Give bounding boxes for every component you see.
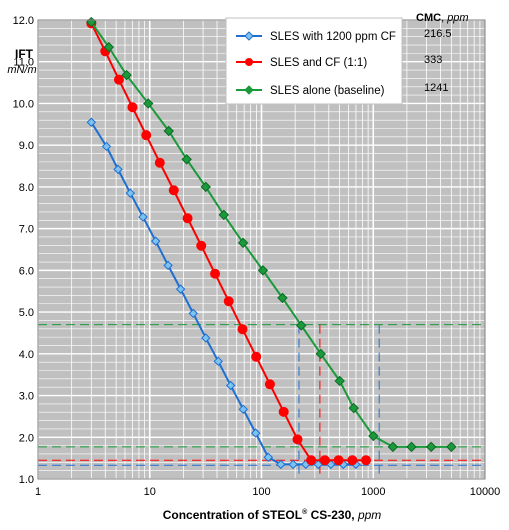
data-point xyxy=(348,402,359,414)
y-tick-label: 3.0 xyxy=(19,391,34,403)
cmc-value: 333 xyxy=(424,54,442,66)
data-point xyxy=(277,292,288,304)
y-axis-unit: mN/m xyxy=(7,64,36,76)
legend-item: SLES alone (baseline) xyxy=(236,85,385,97)
data-point xyxy=(319,455,330,466)
y-tick-labels: 1.0 2.0 3.0 4.0 5.0 6.0 7.0 8.0 9.0 10.0 11.0 12.0 xyxy=(13,15,34,486)
data-point xyxy=(288,459,298,470)
x-tick-label: 100 xyxy=(252,486,270,498)
data-point xyxy=(181,154,192,165)
data-point xyxy=(125,188,136,198)
cmc-value: 216.5 xyxy=(424,28,452,40)
cmc-header: CMC, ppm xyxy=(416,12,469,24)
y-tick-label: 9.0 xyxy=(19,140,34,152)
series-3 xyxy=(86,16,457,453)
data-point xyxy=(361,455,372,466)
legend-marker xyxy=(245,58,253,66)
data-point xyxy=(113,74,124,85)
y-tick-label: 10.0 xyxy=(13,98,34,110)
data-point xyxy=(406,441,417,453)
legend-marker xyxy=(244,85,254,95)
data-point xyxy=(196,240,207,251)
data-point xyxy=(263,452,273,463)
data-point xyxy=(210,268,221,279)
legend-item: SLES with 1200 ppm CF xyxy=(236,31,396,43)
x-tick-labels: 1 10 100 1000 10000 xyxy=(35,486,500,498)
legend-label: SLES alone (baseline) xyxy=(270,85,385,97)
data-point xyxy=(127,102,138,113)
legend-item: SLES and CF (1:1) xyxy=(236,57,367,69)
x-tick-label: 1000 xyxy=(361,486,385,498)
legend: SLES with 1200 ppm CF SLES and CF (1:1) SL… xyxy=(225,17,403,105)
y-tick-label: 5.0 xyxy=(19,307,34,319)
data-point xyxy=(150,236,161,246)
y-tick-label: 7.0 xyxy=(19,224,34,236)
data-point xyxy=(264,379,275,390)
y-tick-label: 6.0 xyxy=(19,265,34,277)
legend-label: SLES with 1200 ppm CF xyxy=(270,31,396,43)
data-point xyxy=(296,320,307,331)
data-point xyxy=(113,164,123,175)
data-point xyxy=(251,351,262,362)
y-tick-label: 4.0 xyxy=(19,349,34,361)
cmc-value: 1241 xyxy=(424,82,448,94)
x-tick-label: 10 xyxy=(144,486,156,498)
data-point xyxy=(315,348,326,360)
data-point xyxy=(238,404,248,415)
legend-items: SLES with 1200 ppm CF SLES and CF (1:1) SL… xyxy=(236,31,396,97)
data-point xyxy=(103,41,114,53)
data-point xyxy=(347,455,358,466)
y-axis-title: IFT xyxy=(15,47,34,61)
data-point xyxy=(201,333,211,343)
data-point xyxy=(143,98,154,109)
data-point xyxy=(387,441,399,453)
data-point xyxy=(446,441,457,453)
data-point xyxy=(188,308,198,319)
data-point xyxy=(333,455,344,466)
data-point xyxy=(278,406,289,417)
data-point xyxy=(154,157,165,168)
legend-label: SLES and CF (1:1) xyxy=(270,57,367,69)
data-point xyxy=(334,375,345,387)
cmc-values: 216.5 333 1241 xyxy=(424,28,452,94)
data-point xyxy=(163,125,174,137)
x-tick-label: 10000 xyxy=(470,486,501,498)
data-point xyxy=(251,428,261,438)
y-tick-label: 12.0 xyxy=(13,15,34,27)
data-point xyxy=(276,459,286,470)
data-point xyxy=(257,265,269,276)
y-tick-label: 8.0 xyxy=(19,182,34,194)
series-group xyxy=(86,16,457,470)
data-point xyxy=(237,237,249,249)
x-axis-title: Concentration of STEOL® CS-230, ppm xyxy=(163,508,382,522)
data-point xyxy=(223,296,234,307)
data-point xyxy=(182,213,193,224)
legend-marker xyxy=(244,31,254,41)
data-point xyxy=(168,185,179,196)
x-axis-title-superscript: ® xyxy=(302,508,308,516)
data-point xyxy=(292,434,303,445)
data-point xyxy=(218,209,230,221)
data-point xyxy=(237,324,248,335)
data-point xyxy=(213,356,223,367)
data-point xyxy=(200,181,211,193)
data-point xyxy=(86,117,97,127)
y-tick-label: 1.0 xyxy=(19,474,34,486)
data-point xyxy=(138,212,148,222)
y-tick-label: 11.0 xyxy=(13,57,34,69)
data-point xyxy=(163,260,173,271)
data-point xyxy=(368,430,379,442)
data-point xyxy=(141,130,152,141)
data-point xyxy=(121,69,132,81)
series-2 xyxy=(86,18,372,466)
data-point xyxy=(306,455,317,466)
x-tick-label: 1 xyxy=(35,486,41,498)
data-point xyxy=(225,380,236,391)
data-point xyxy=(101,141,112,152)
y-tick-label: 2.0 xyxy=(19,432,34,444)
data-point xyxy=(425,441,437,453)
data-point xyxy=(175,284,186,294)
